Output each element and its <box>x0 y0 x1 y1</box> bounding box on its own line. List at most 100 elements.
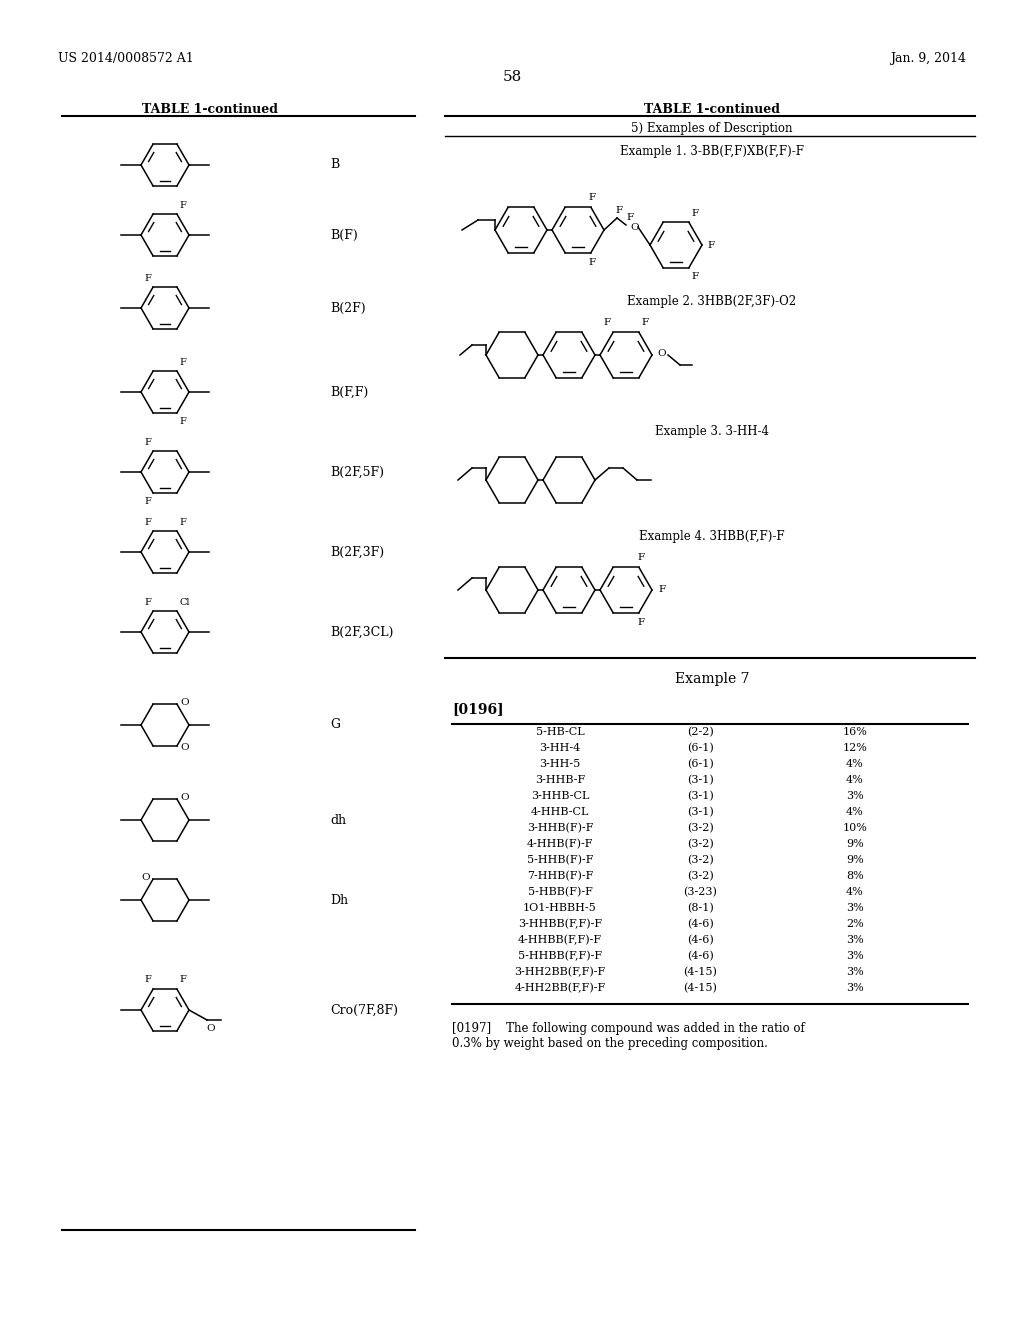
Text: F: F <box>144 598 151 607</box>
Text: B(F,F): B(F,F) <box>330 385 369 399</box>
Text: Jan. 9, 2014: Jan. 9, 2014 <box>890 51 966 65</box>
Text: Example 1. 3-BB(F,F)XB(F,F)-F: Example 1. 3-BB(F,F)XB(F,F)-F <box>620 145 804 158</box>
Text: F: F <box>615 206 623 215</box>
Text: dh: dh <box>330 813 346 826</box>
Text: 12%: 12% <box>843 743 867 752</box>
Text: Example 7: Example 7 <box>675 672 750 686</box>
Text: 9%: 9% <box>846 840 864 849</box>
Text: F: F <box>144 275 151 284</box>
Text: 5) Examples of Description: 5) Examples of Description <box>631 121 793 135</box>
Text: 9%: 9% <box>846 855 864 865</box>
Text: US 2014/0008572 A1: US 2014/0008572 A1 <box>58 51 194 65</box>
Text: Example 2. 3HBB(2F,3F)-O2: Example 2. 3HBB(2F,3F)-O2 <box>628 294 797 308</box>
Text: (6-1): (6-1) <box>687 743 714 754</box>
Text: Example 3. 3-HH-4: Example 3. 3-HH-4 <box>655 425 769 438</box>
Text: O: O <box>657 348 666 358</box>
Text: 7-HHB(F)-F: 7-HHB(F)-F <box>526 871 593 882</box>
Text: 4-HHB-CL: 4-HHB-CL <box>530 807 589 817</box>
Text: 5-HB-CL: 5-HB-CL <box>536 727 585 737</box>
Text: F: F <box>589 194 596 202</box>
Text: F: F <box>691 210 698 219</box>
Text: F: F <box>637 618 644 627</box>
Text: F: F <box>637 553 644 562</box>
Text: (4-6): (4-6) <box>687 935 714 945</box>
Text: (4-6): (4-6) <box>687 919 714 929</box>
Text: F: F <box>691 272 698 281</box>
Text: 3%: 3% <box>846 903 864 913</box>
Text: O: O <box>630 223 639 231</box>
Text: F: F <box>626 213 633 222</box>
Text: [0196]: [0196] <box>452 702 504 715</box>
Text: (2-2): (2-2) <box>687 727 714 737</box>
Text: 3-HHB-CL: 3-HHB-CL <box>530 791 589 801</box>
Text: 5-HHBB(F,F)-F: 5-HHBB(F,F)-F <box>518 950 602 961</box>
Text: F: F <box>179 417 186 426</box>
Text: 58: 58 <box>503 70 521 84</box>
Text: 4%: 4% <box>846 887 864 898</box>
Text: O: O <box>180 793 188 801</box>
Text: 4-HHBB(F,F)-F: 4-HHBB(F,F)-F <box>518 935 602 945</box>
Text: 3-HHB(F)-F: 3-HHB(F)-F <box>526 822 593 833</box>
Text: 4-HH2BB(F,F)-F: 4-HH2BB(F,F)-F <box>514 983 605 993</box>
Text: F: F <box>144 438 151 447</box>
Text: 3%: 3% <box>846 950 864 961</box>
Text: (3-2): (3-2) <box>687 838 714 849</box>
Text: F: F <box>604 318 611 327</box>
Text: 1O1-HBBH-5: 1O1-HBBH-5 <box>523 903 597 913</box>
Text: Example 4. 3HBB(F,F)-F: Example 4. 3HBB(F,F)-F <box>639 531 784 543</box>
Text: F: F <box>144 496 151 506</box>
Text: (3-2): (3-2) <box>687 871 714 882</box>
Text: 3-HH-4: 3-HH-4 <box>540 743 581 752</box>
Text: (6-1): (6-1) <box>687 759 714 770</box>
Text: [0197]    The following compound was added in the ratio of: [0197] The following compound was added … <box>452 1022 805 1035</box>
Text: 4%: 4% <box>846 759 864 770</box>
Text: F: F <box>641 318 648 327</box>
Text: 3%: 3% <box>846 968 864 977</box>
Text: (3-1): (3-1) <box>687 791 714 801</box>
Text: 4%: 4% <box>846 807 864 817</box>
Text: F: F <box>179 358 186 367</box>
Text: F: F <box>658 586 666 594</box>
Text: O: O <box>180 698 188 706</box>
Text: B: B <box>330 158 339 172</box>
Text: (3-2): (3-2) <box>687 822 714 833</box>
Text: (8-1): (8-1) <box>687 903 714 913</box>
Text: F: F <box>144 975 151 985</box>
Text: 4-HHB(F)-F: 4-HHB(F)-F <box>526 838 593 849</box>
Text: 3-HH-5: 3-HH-5 <box>540 759 581 770</box>
Text: 3-HH2BB(F,F)-F: 3-HH2BB(F,F)-F <box>514 966 605 977</box>
Text: 3%: 3% <box>846 983 864 993</box>
Text: (3-1): (3-1) <box>687 775 714 785</box>
Text: F: F <box>179 519 186 527</box>
Text: F: F <box>707 240 714 249</box>
Text: (3-2): (3-2) <box>687 855 714 865</box>
Text: Cro(7F,8F): Cro(7F,8F) <box>330 1003 398 1016</box>
Text: 2%: 2% <box>846 919 864 929</box>
Text: 8%: 8% <box>846 871 864 880</box>
Text: 4%: 4% <box>846 775 864 785</box>
Text: F: F <box>179 975 186 985</box>
Text: TABLE 1-continued: TABLE 1-continued <box>142 103 278 116</box>
Text: 5-HBB(F)-F: 5-HBB(F)-F <box>527 887 593 898</box>
Text: 3%: 3% <box>846 791 864 801</box>
Text: TABLE 1-continued: TABLE 1-continued <box>644 103 780 116</box>
Text: 10%: 10% <box>843 822 867 833</box>
Text: O: O <box>141 873 150 882</box>
Text: (4-6): (4-6) <box>687 950 714 961</box>
Text: (3-1): (3-1) <box>687 807 714 817</box>
Text: B(2F,5F): B(2F,5F) <box>330 466 384 479</box>
Text: 3-HHB-F: 3-HHB-F <box>535 775 585 785</box>
Text: B(F): B(F) <box>330 228 357 242</box>
Text: B(2F,3F): B(2F,3F) <box>330 545 384 558</box>
Text: F: F <box>179 201 186 210</box>
Text: (4-15): (4-15) <box>683 966 717 977</box>
Text: O: O <box>180 743 188 752</box>
Text: (4-15): (4-15) <box>683 983 717 993</box>
Text: 0.3% by weight based on the preceding composition.: 0.3% by weight based on the preceding co… <box>452 1038 768 1049</box>
Text: 3-HHBB(F,F)-F: 3-HHBB(F,F)-F <box>518 919 602 929</box>
Text: 5-HHB(F)-F: 5-HHB(F)-F <box>526 855 593 865</box>
Text: G: G <box>330 718 340 731</box>
Text: F: F <box>589 257 596 267</box>
Text: 3%: 3% <box>846 935 864 945</box>
Text: (3-23): (3-23) <box>683 887 717 898</box>
